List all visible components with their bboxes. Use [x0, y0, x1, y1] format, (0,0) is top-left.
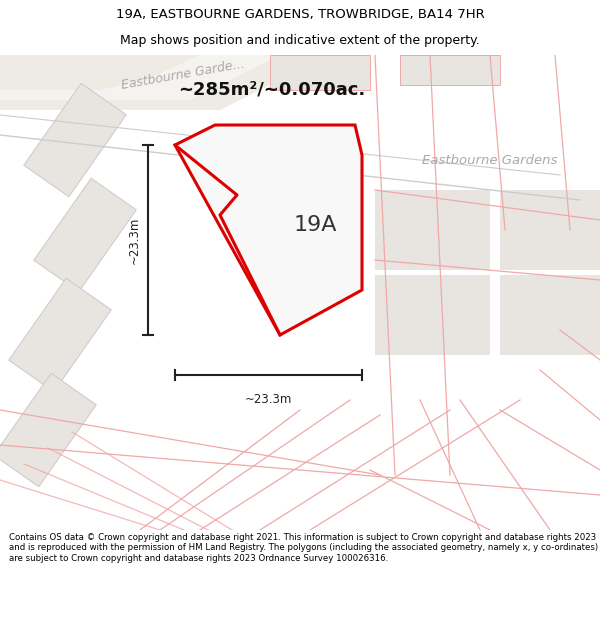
Polygon shape [400, 55, 500, 85]
Polygon shape [270, 55, 370, 90]
Polygon shape [24, 83, 126, 197]
Polygon shape [0, 55, 280, 100]
Polygon shape [500, 190, 600, 270]
Polygon shape [375, 190, 490, 270]
Text: Eastbourne Garde...: Eastbourne Garde... [120, 58, 245, 92]
Text: Contains OS data © Crown copyright and database right 2021. This information is : Contains OS data © Crown copyright and d… [9, 533, 598, 562]
Text: Map shows position and indicative extent of the property.: Map shows position and indicative extent… [120, 34, 480, 47]
Text: 19A, EASTBOURNE GARDENS, TROWBRIDGE, BA14 7HR: 19A, EASTBOURNE GARDENS, TROWBRIDGE, BA1… [116, 8, 484, 21]
Text: Eastbourne Gardens: Eastbourne Gardens [422, 154, 557, 166]
Polygon shape [500, 275, 600, 355]
Polygon shape [0, 373, 96, 487]
Text: ~285m²/~0.070ac.: ~285m²/~0.070ac. [178, 81, 365, 99]
Text: 19A: 19A [293, 215, 337, 235]
Text: ~23.3m: ~23.3m [128, 216, 140, 264]
Polygon shape [0, 55, 310, 110]
Text: ~23.3m: ~23.3m [245, 393, 292, 406]
Polygon shape [34, 178, 136, 292]
Polygon shape [9, 278, 111, 392]
Polygon shape [175, 125, 362, 335]
Polygon shape [375, 275, 490, 355]
